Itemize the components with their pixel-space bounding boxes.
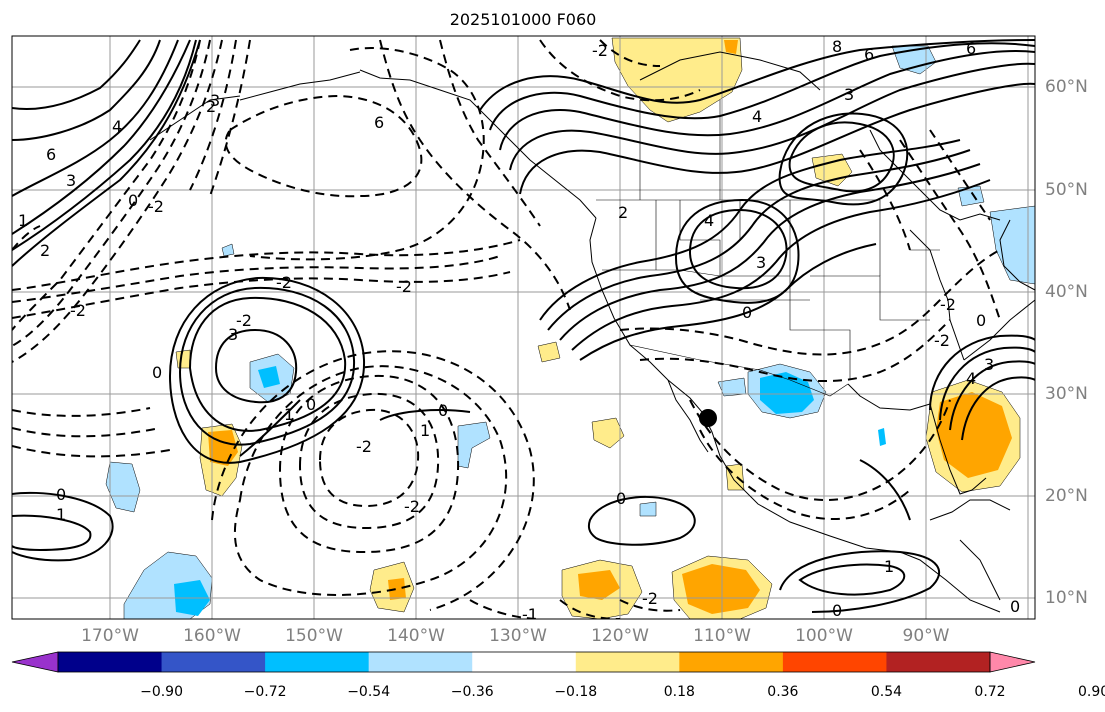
- colorbar: [11, 651, 1036, 673]
- colorbar-bin: [886, 652, 991, 672]
- dashed-contours: [12, 39, 1001, 619]
- contour-label: 3: [844, 85, 854, 104]
- colorbar-bin: [679, 652, 784, 672]
- lon-label: 120°W: [591, 626, 649, 646]
- plot-frame: [11, 35, 1036, 620]
- graticule: [12, 36, 1035, 619]
- lon-label: 110°W: [693, 626, 751, 646]
- colorbar-bin: [265, 652, 370, 672]
- colorbar-tick-label: 0.36: [767, 684, 799, 700]
- contour-label: 1: [284, 405, 294, 424]
- contour-label: 2: [40, 241, 50, 260]
- contour-label: 1: [420, 421, 430, 440]
- lon-label: 140°W: [387, 626, 445, 646]
- contour-label: -1: [522, 605, 538, 624]
- contour-label: -2: [356, 437, 372, 456]
- contour-label: 1: [18, 211, 28, 230]
- contour-label: -2: [404, 497, 420, 516]
- contour-label: 3: [210, 91, 220, 110]
- contour-label: 2: [618, 203, 628, 222]
- contour-label: 8: [832, 37, 842, 56]
- contour-label: 0: [616, 489, 626, 508]
- colorbar-tick-label: 0.18: [663, 684, 695, 700]
- contour-label: 2: [206, 97, 216, 116]
- contour-label: -2: [70, 301, 86, 320]
- contour-label: 0: [306, 395, 316, 414]
- lon-label: 160°W: [183, 626, 241, 646]
- contour-label: 0: [152, 363, 162, 382]
- contour-label: -2: [940, 295, 956, 314]
- colorbar-tick-label: 0.72: [974, 684, 1006, 700]
- contour-label: 0: [128, 191, 138, 210]
- colorbar-bin: [58, 652, 163, 672]
- lon-label: 100°W: [795, 626, 853, 646]
- lon-label: 130°W: [489, 626, 547, 646]
- shading-layer: [105, 37, 1035, 619]
- colorbar-extend-low: [11, 651, 59, 673]
- contour-label: -2: [396, 277, 412, 296]
- lat-label: 30°N: [1045, 384, 1088, 404]
- contour-label: -2: [642, 589, 658, 608]
- contour-label: 6: [374, 113, 384, 132]
- colorbar-tick-label: −0.54: [347, 684, 391, 700]
- contour-label: 0: [832, 601, 842, 620]
- contour-label: -2: [276, 273, 292, 292]
- contour-label: 4: [704, 211, 714, 230]
- contour-label: 0: [742, 303, 752, 322]
- contour-labels: -2 6 6 3 -2 2 -2 0 0 1 -2 -2 0 -2 0 1 -2…: [18, 37, 1020, 624]
- contour-label: 1: [56, 505, 66, 524]
- contour-label: -2: [236, 311, 252, 330]
- colorbar-bin: [782, 652, 887, 672]
- contour-label: 3: [984, 355, 994, 374]
- contour-label: 6: [864, 45, 874, 64]
- colorbar-tick-label: 0.90: [1077, 684, 1105, 700]
- colorbar-bin: [575, 652, 680, 672]
- contour-label: 0: [438, 401, 448, 420]
- contour-label: 0: [56, 485, 66, 504]
- colorbar-bin: [368, 652, 473, 672]
- solid-contours: [12, 39, 1035, 613]
- contour-label: -2: [592, 41, 608, 60]
- contour-label: 0: [1010, 597, 1020, 616]
- colorbar-tick-label: −0.72: [243, 684, 287, 700]
- lat-label: 20°N: [1045, 486, 1088, 506]
- colorbar-frame: [57, 651, 991, 673]
- lon-label: 150°W: [285, 626, 343, 646]
- lon-label: 170°W: [81, 626, 139, 646]
- contour-label: 4: [966, 369, 976, 388]
- colorbar-bin: [472, 652, 577, 672]
- contour-label: 6: [46, 145, 56, 164]
- contour-label: -2: [148, 197, 164, 216]
- map-title: 2025101000 F060: [449, 10, 597, 29]
- lat-label: 60°N: [1045, 77, 1088, 97]
- contour-label: 3: [756, 253, 766, 272]
- contour-label: 1: [884, 557, 894, 576]
- colorbar-extend-high: [989, 651, 1036, 673]
- contour-label: 3: [66, 171, 76, 190]
- station-dot: [699, 409, 717, 427]
- colorbar-tick-label: −0.36: [450, 684, 494, 700]
- contour-label: 0: [976, 311, 986, 330]
- colorbar-tick-label: 0.54: [870, 684, 903, 700]
- contour-label: -2: [934, 331, 950, 350]
- contour-label: 4: [112, 117, 122, 136]
- lon-label: 90°W: [902, 626, 950, 646]
- contour-label: 3: [228, 325, 238, 344]
- lat-label: 50°N: [1045, 180, 1088, 200]
- colorbar-tick-label: −0.90: [140, 684, 183, 700]
- colorbar-tick-label: −0.18: [554, 684, 598, 700]
- lat-label: 40°N: [1045, 282, 1088, 302]
- lat-label: 10°N: [1045, 588, 1088, 608]
- contour-label: 4: [752, 107, 762, 126]
- contour-label: 6: [966, 39, 976, 58]
- colorbar-bin: [161, 652, 266, 672]
